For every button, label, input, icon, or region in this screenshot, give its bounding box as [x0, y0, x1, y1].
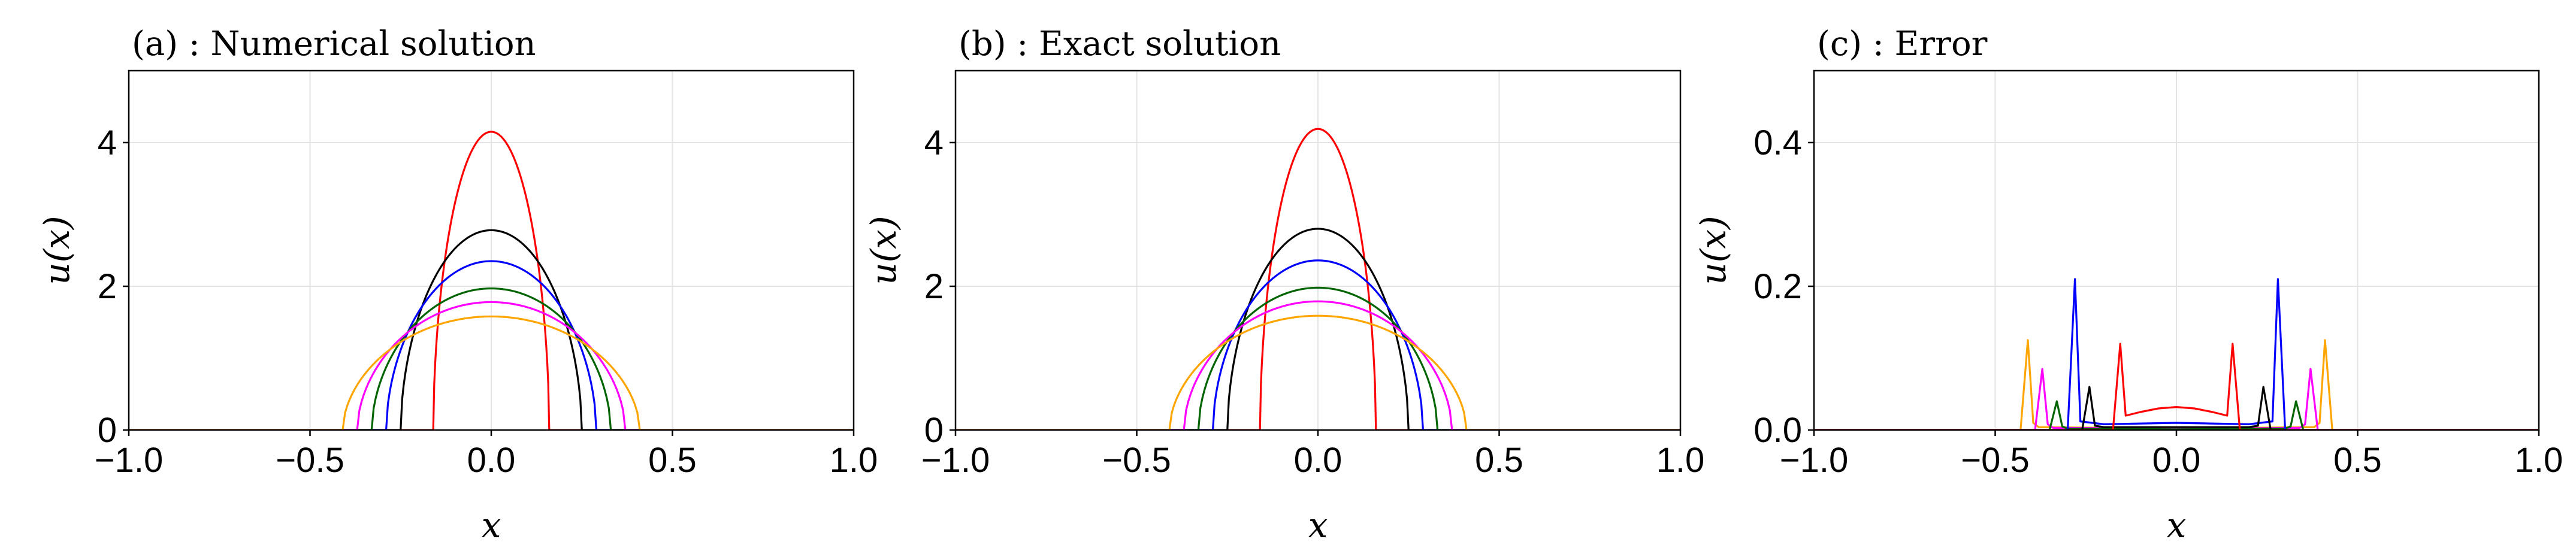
- panel-b-series-5: [956, 314, 1680, 430]
- panel-c-xtick-label-4: 1.0: [2515, 441, 2563, 480]
- panel-c-xlabel: x: [2167, 505, 2187, 546]
- panel-b-xtick-label-2: 0.0: [1294, 441, 1343, 480]
- panel-c-series-3: [1814, 278, 2539, 430]
- panel-b-ylabel: u(x): [863, 216, 904, 284]
- panel-c: −1.0 −0.5 0.0 0.5 1.0 0.0 0.2 0.4 (c) : Error x u(…: [1693, 25, 2563, 546]
- panel-a-plot-area: [129, 131, 854, 430]
- panel-c-title: (c) : Error: [1817, 25, 1988, 63]
- panel-c-ylabel: u(x): [1693, 216, 1734, 284]
- panel-c-xtick-label-3: 0.5: [2333, 441, 2382, 480]
- panel-c-ytick-label-2: 0.4: [1753, 123, 1802, 162]
- panel-a-xtick-label-2: 0.0: [467, 441, 516, 480]
- panel-b-xtick-label-1: −0.5: [1102, 441, 1171, 480]
- panel-a-series-2: [129, 260, 854, 430]
- panel-b-xtick-label-3: 0.5: [1475, 441, 1523, 480]
- panel-b-series-2: [956, 259, 1680, 430]
- panel-c-xtick-label-0: −1.0: [1780, 441, 1849, 480]
- panel-a-series-3: [129, 287, 854, 430]
- panel-a-series-1: [129, 229, 854, 430]
- panel-b-title: (b) : Exact solution: [959, 25, 1281, 63]
- panel-c-series-5: [1814, 343, 2539, 430]
- panel-a-xtick-label-3: 0.5: [648, 441, 697, 480]
- panel-a-ytick-label-0: 0: [98, 411, 117, 450]
- panel-a-series-0: [129, 131, 854, 430]
- panel-b-ytick-label-1: 2: [924, 267, 944, 306]
- panel-c-xtick-label-2: 0.0: [2152, 441, 2201, 480]
- panel-a-ylabel: u(x): [37, 216, 77, 284]
- panel-a-series-4: [129, 301, 854, 430]
- panel-b-ytick-label-0: 0: [924, 411, 944, 450]
- panel-c-ytick-label-0: 0.0: [1753, 411, 1802, 450]
- panel-c-series-4: [1814, 386, 2539, 430]
- panel-b-xlabel: x: [1308, 505, 1328, 546]
- panel-a-series-5: [129, 315, 854, 430]
- panel-c-xtick-label-1: −0.5: [1961, 441, 2030, 480]
- panel-b-plot-area: [956, 128, 1680, 430]
- panel-a-ytick-label-2: 4: [98, 123, 117, 162]
- panel-a-xtick-label-0: −1.0: [95, 441, 164, 480]
- panel-b-series-1: [956, 228, 1680, 430]
- panel-b-series-0: [956, 128, 1680, 430]
- panel-a-xtick-label-4: 1.0: [830, 441, 878, 480]
- panel-b-xtick-label-4: 1.0: [1656, 441, 1705, 480]
- panel-a-title: (a) : Numerical solution: [132, 25, 536, 63]
- panel-a-xtick-label-1: −0.5: [276, 441, 344, 480]
- panel-b-ytick-label-2: 4: [924, 123, 944, 162]
- panel-b-xtick-label-0: −1.0: [921, 441, 990, 480]
- panel-a-xlabel: x: [482, 505, 501, 546]
- panel-b-series-4: [956, 300, 1680, 430]
- panel-a-ytick-label-1: 2: [98, 267, 117, 306]
- panel-c-ytick-label-1: 0.2: [1753, 267, 1802, 306]
- panel-a: −1.0 −0.5 0.0 0.5 1.0 0 2 4 (a) : Numerical solu…: [37, 25, 878, 546]
- panel-b: −1.0 −0.5 0.0 0.5 1.0 0 2 4 (b) : Exact solution…: [863, 25, 1704, 546]
- panel-b-series-3: [956, 286, 1680, 430]
